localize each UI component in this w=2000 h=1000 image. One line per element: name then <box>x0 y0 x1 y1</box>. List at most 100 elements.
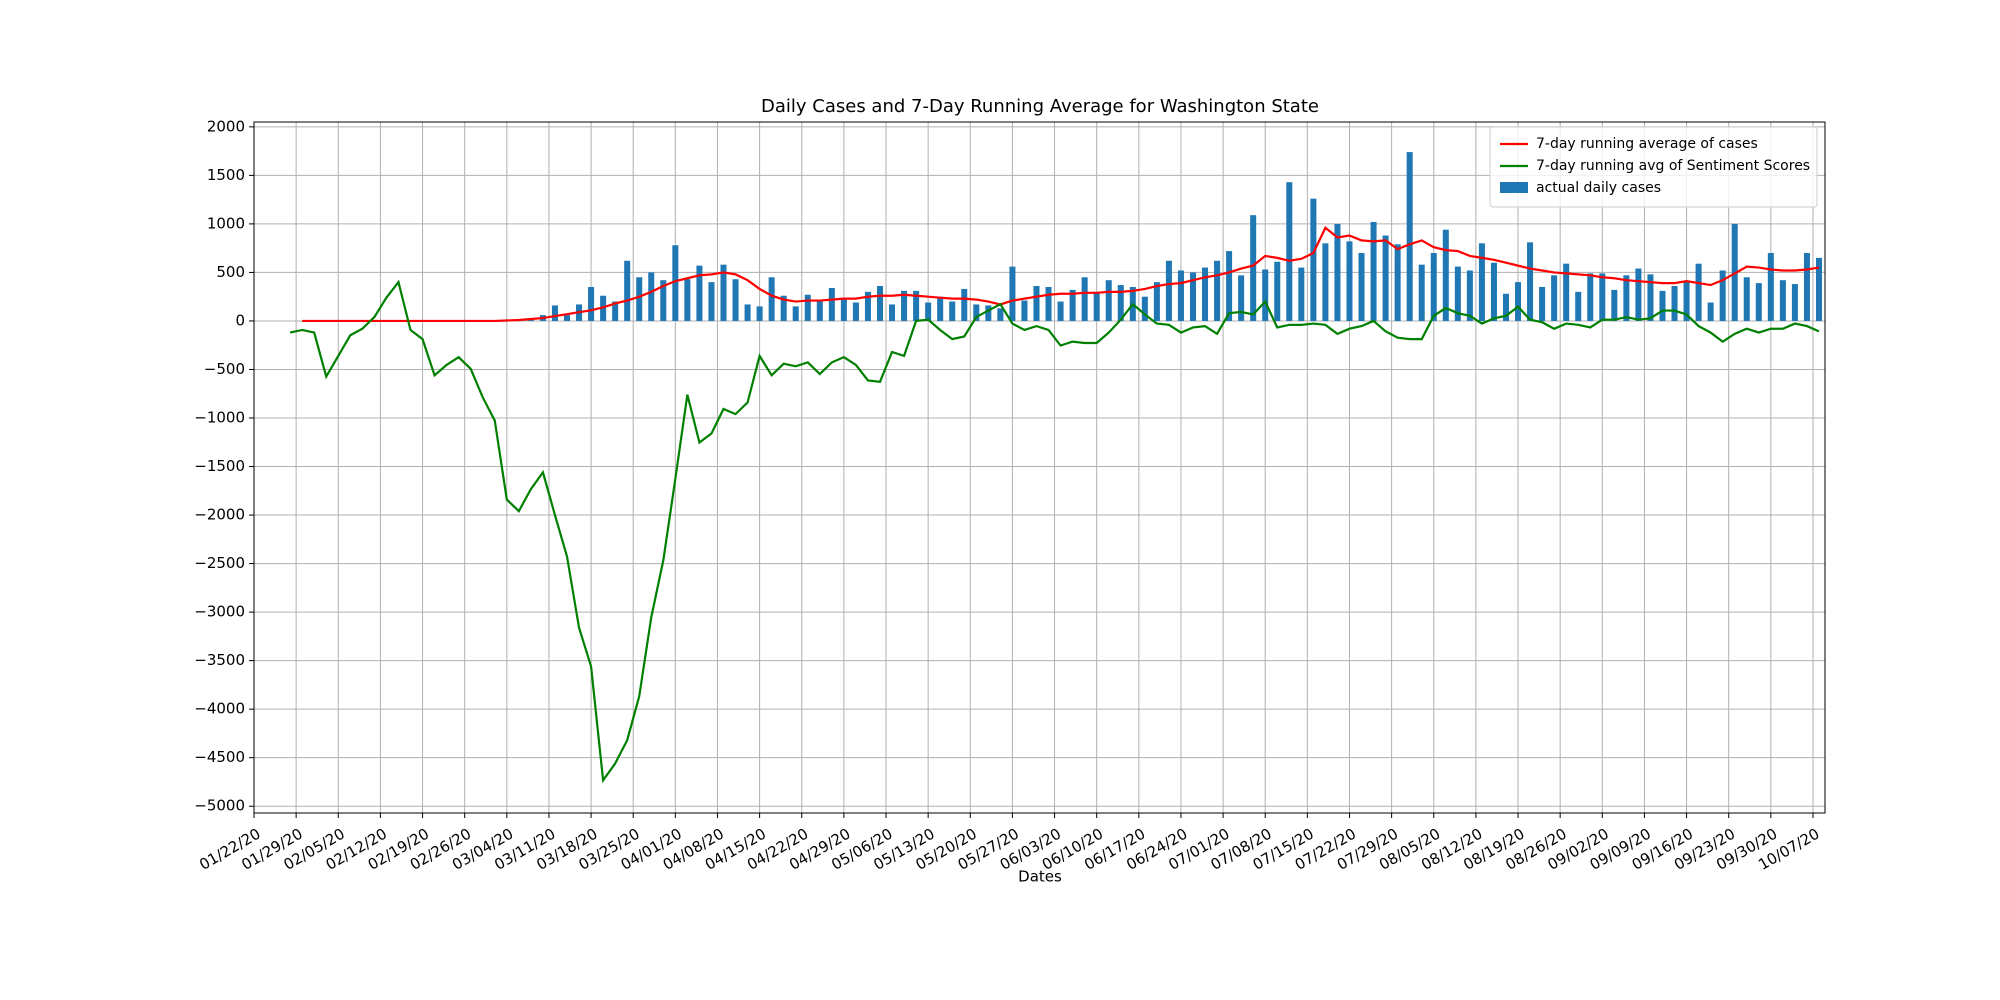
bar <box>961 288 968 321</box>
bar <box>708 282 715 321</box>
bar <box>1310 198 1317 321</box>
bar <box>1370 221 1377 321</box>
bar <box>1551 275 1558 321</box>
y-tick-label: −4500 <box>194 748 245 766</box>
legend-label: actual daily cases <box>1536 180 1661 196</box>
bar <box>1165 260 1172 321</box>
bar <box>828 287 835 321</box>
bar <box>985 305 992 321</box>
bar <box>997 308 1004 321</box>
bar <box>1599 273 1606 321</box>
plot-frame <box>253 121 1826 814</box>
bar <box>1575 291 1582 321</box>
bar <box>624 260 631 321</box>
bar <box>1779 280 1786 321</box>
bar <box>1695 263 1702 321</box>
bar <box>768 277 775 321</box>
chart-title: Daily Cases and 7-Day Running Average fo… <box>761 96 1319 117</box>
bar <box>1587 273 1594 321</box>
legend-box <box>1489 126 1818 208</box>
bar <box>1021 300 1028 321</box>
bar <box>1081 277 1088 321</box>
bar <box>792 306 799 321</box>
bar <box>1623 275 1630 321</box>
bar <box>648 272 655 321</box>
bar <box>612 301 619 321</box>
bar <box>1791 284 1798 321</box>
bar <box>840 299 847 321</box>
bar <box>780 295 787 321</box>
line <box>289 279 1820 784</box>
bar <box>1478 243 1485 321</box>
y-tick-label: −2000 <box>194 506 245 524</box>
x-axis-label: Dates <box>1018 868 1062 886</box>
bar <box>1527 242 1534 321</box>
bar <box>1683 281 1690 321</box>
bar <box>1250 215 1257 321</box>
legend-swatch <box>1500 182 1528 193</box>
bar <box>925 302 932 321</box>
bar <box>1647 274 1654 321</box>
bar <box>1382 235 1389 321</box>
line <box>302 226 1820 323</box>
bar <box>864 291 871 321</box>
bar <box>1743 277 1750 321</box>
y-tick-label: −2500 <box>194 554 245 572</box>
bar <box>889 304 896 321</box>
bar <box>1659 290 1666 321</box>
bar <box>1815 257 1822 321</box>
bar <box>672 245 679 321</box>
bar <box>937 296 944 321</box>
bar <box>1611 289 1618 321</box>
bar <box>696 265 703 321</box>
bar <box>949 301 956 321</box>
bar <box>973 304 980 321</box>
bar <box>1177 270 1184 321</box>
bar <box>1214 260 1221 321</box>
bar <box>1069 289 1076 321</box>
legend: 7-day running average of cases 7-day runn… <box>1489 126 1818 208</box>
bar <box>1202 267 1209 321</box>
bar <box>1153 282 1160 321</box>
bar <box>876 286 884 321</box>
bar <box>1803 253 1810 321</box>
bar <box>1093 292 1100 321</box>
y-tick-label: −1500 <box>194 457 245 475</box>
bar <box>1466 270 1473 321</box>
bar <box>1057 301 1064 321</box>
bar <box>1418 264 1425 321</box>
y-tick-label: 1000 <box>207 214 245 232</box>
y-tick-label: 1500 <box>207 166 245 184</box>
y-tick-label: 500 <box>216 263 245 281</box>
bar <box>1394 244 1401 321</box>
y-tick-label: −4000 <box>194 700 245 718</box>
bar <box>563 315 571 321</box>
bar <box>901 290 908 321</box>
y-tick-label: −500 <box>204 360 245 378</box>
bar <box>1238 275 1245 321</box>
y-tick-label: 0 <box>235 311 245 329</box>
legend-label: 7-day running avg of Sentiment Scores <box>1536 158 1810 174</box>
bar <box>1635 268 1642 321</box>
bar <box>1117 285 1124 321</box>
bar <box>660 280 667 321</box>
bar <box>1430 253 1437 321</box>
bar <box>1454 266 1461 321</box>
bar <box>684 279 691 321</box>
bar <box>1105 280 1112 321</box>
bar <box>913 290 920 321</box>
bar <box>1755 283 1762 321</box>
bar <box>1286 182 1293 321</box>
legend-label: 7-day running average of cases <box>1536 136 1758 152</box>
bar <box>1767 253 1774 321</box>
bar <box>1563 263 1570 321</box>
bar <box>756 306 763 321</box>
bar <box>744 304 751 321</box>
bar <box>1274 261 1281 321</box>
bar <box>1442 229 1449 321</box>
bar <box>720 264 727 321</box>
bar <box>551 305 558 321</box>
y-tick-label: 2000 <box>207 117 245 135</box>
bar <box>1707 302 1714 321</box>
bar <box>1539 286 1546 321</box>
